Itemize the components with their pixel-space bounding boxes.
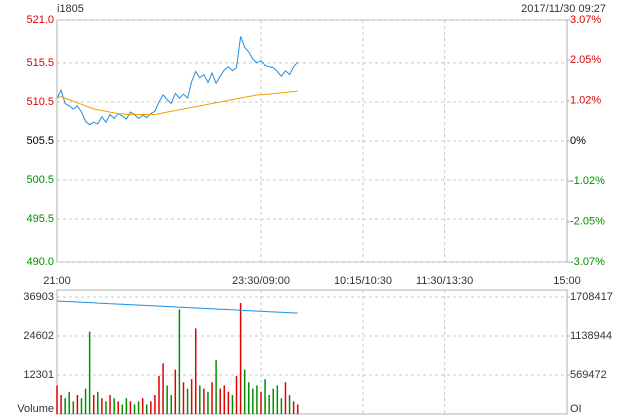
volume-bar xyxy=(72,401,75,414)
volume-bar xyxy=(125,398,128,414)
volume-bar xyxy=(105,401,107,414)
y2-tick-label: -1.02% xyxy=(570,175,605,187)
y-tick-label: 521.0 xyxy=(26,14,54,26)
volume-bar xyxy=(137,401,140,414)
volume-bar xyxy=(129,401,132,414)
x-tick-label: 15:00 xyxy=(553,275,581,287)
volume-bar xyxy=(211,382,213,414)
y2-axis-label: OI xyxy=(570,403,582,415)
volume-bar xyxy=(248,382,250,414)
volume-bar xyxy=(288,394,291,414)
volume-bar xyxy=(227,391,230,414)
volume-bar xyxy=(178,309,181,414)
volume-bar xyxy=(158,375,160,414)
volume-bar xyxy=(133,404,136,414)
oi-line xyxy=(56,300,298,314)
symbol: i1805 xyxy=(57,3,84,15)
y-tick-label: 510.5 xyxy=(26,96,54,108)
volume-bar xyxy=(219,388,221,414)
volume-bar xyxy=(256,385,258,414)
volume-bar xyxy=(68,391,70,414)
volume-bar xyxy=(101,398,103,414)
y2-tick-label: 0% xyxy=(570,135,586,147)
volume-bar xyxy=(280,398,283,414)
x-tick-label: 23:30/09:00 xyxy=(232,275,290,287)
volume-bar xyxy=(146,404,148,414)
volume-bar xyxy=(174,369,177,414)
y-tick-label: 515.5 xyxy=(26,57,54,69)
y-tick-label: 495.5 xyxy=(26,213,54,225)
x-tick-label: 10:15/10:30 xyxy=(334,275,392,287)
volume-bar xyxy=(97,391,99,414)
volume-bar xyxy=(215,360,217,414)
volume-bar xyxy=(235,375,238,414)
y2-tick-label: 3.07% xyxy=(570,14,601,26)
x-tick-label: 11:30/13:30 xyxy=(416,275,473,287)
timestamp: 2017/11/30 09:27 xyxy=(521,3,606,15)
volume-bar xyxy=(121,404,124,414)
volume-bar xyxy=(292,401,295,414)
volume-bar xyxy=(92,394,95,414)
volume-bar xyxy=(56,385,58,414)
volume-bar xyxy=(186,388,189,414)
volume-bar xyxy=(199,385,201,414)
volume-bar xyxy=(113,398,115,414)
volume-bar xyxy=(190,379,193,414)
volume-bar xyxy=(243,369,246,414)
volume-bar xyxy=(264,379,266,414)
volume-bar xyxy=(64,398,66,414)
volume-bar xyxy=(268,394,270,414)
volume-bar xyxy=(203,388,205,414)
x-tick-label: 21:00 xyxy=(43,275,71,287)
y-tick-label: 36903 xyxy=(23,291,54,303)
volume-bar xyxy=(182,382,185,414)
price-line xyxy=(56,90,298,115)
y-tick-label: 24602 xyxy=(23,330,54,342)
volume-bar xyxy=(194,328,197,414)
volume-frame xyxy=(56,289,568,415)
volume-bar xyxy=(88,331,91,414)
volume-bar xyxy=(284,382,287,414)
volume-bar xyxy=(80,398,83,414)
volume-bar xyxy=(109,394,111,414)
volume-bar xyxy=(150,401,152,414)
volume-bar xyxy=(276,385,279,414)
y-tick-label: 490.0 xyxy=(26,256,54,268)
y-axis-label: Volume xyxy=(17,403,54,415)
volume-bar xyxy=(223,385,226,414)
volume-bar xyxy=(272,388,274,414)
y-tick-label: 12301 xyxy=(23,369,54,381)
volume-bar xyxy=(84,388,87,414)
volume-bar xyxy=(170,394,172,414)
volume-bar xyxy=(252,388,254,414)
volume-bar xyxy=(154,394,156,414)
volume-bar xyxy=(60,394,62,414)
y-tick-label: 500.5 xyxy=(26,174,54,186)
y-tick-label: 505.5 xyxy=(26,135,54,147)
y2-tick-label: -2.05% xyxy=(570,216,605,228)
y2-tick-label: 1708417 xyxy=(570,291,613,303)
y2-tick-label: 2.05% xyxy=(570,54,601,66)
y2-tick-label: 569472 xyxy=(570,369,607,381)
volume-bar xyxy=(231,394,234,414)
y2-tick-label: 1138944 xyxy=(570,330,612,342)
volume-bar xyxy=(141,398,144,414)
volume-bar xyxy=(76,394,79,414)
volume-bar xyxy=(166,385,168,414)
price-line xyxy=(56,36,299,126)
volume-bar xyxy=(162,363,164,414)
volume-bar xyxy=(117,401,119,414)
y2-tick-label: 1.02% xyxy=(570,95,601,107)
volume-bar xyxy=(260,391,262,414)
volume-bar xyxy=(296,404,299,414)
volume-bar xyxy=(207,391,209,414)
volume-bar xyxy=(239,303,242,414)
y2-tick-label: -3.07% xyxy=(570,256,605,268)
